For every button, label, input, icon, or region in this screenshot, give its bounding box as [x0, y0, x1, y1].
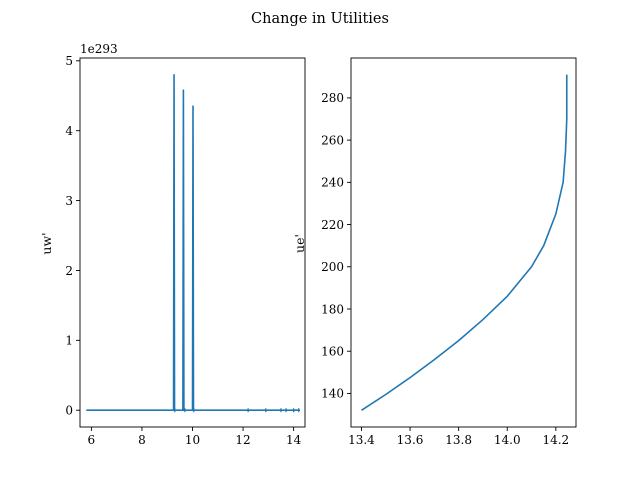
y-axis-label: uw' — [39, 232, 54, 254]
x-tick-label: 6 — [88, 433, 96, 447]
x-tick-label: 12 — [235, 433, 250, 447]
y-tick-label: 2 — [65, 264, 73, 278]
x-tick-label: 13.6 — [397, 433, 424, 447]
right-axes: 13.4 13.6 13.8 14.0 14.2 140 160 180 200 220 240 26… — [292, 57, 577, 447]
y-tick-label: 140 — [321, 387, 344, 401]
x-tick-label: 14.2 — [542, 433, 569, 447]
series-line-0 — [86, 73, 300, 412]
y-tick-label: 1 — [65, 334, 73, 348]
y-tick-label: 4 — [65, 124, 73, 138]
y-axis-label: ue' — [292, 234, 307, 253]
y-tick-label: 260 — [321, 133, 344, 147]
x-tick-label: 13.4 — [348, 433, 375, 447]
y-tick-label: 5 — [65, 54, 73, 68]
x-tick-label: 10 — [185, 433, 200, 447]
axes-frame — [350, 57, 577, 428]
y-tick-label: 160 — [321, 345, 344, 359]
series-line-0 — [361, 74, 568, 411]
figure-title: Change in Utilities — [251, 11, 389, 27]
y-tick-label: 3 — [65, 194, 73, 208]
y-tick-label: 180 — [321, 302, 344, 316]
y-tick-label: 220 — [321, 218, 344, 232]
x-tick-label: 8 — [138, 433, 146, 447]
x-tick-label: 13.8 — [445, 433, 472, 447]
y-tick-label: 240 — [321, 176, 344, 190]
x-tick-label: 14 — [286, 433, 302, 447]
y-tick-label: 280 — [321, 91, 344, 105]
x-tick-label: 14.0 — [494, 433, 521, 447]
y-offset-text: 1e293 — [80, 42, 118, 56]
y-tick-label: 200 — [321, 260, 344, 274]
y-tick-label: 0 — [65, 404, 73, 418]
